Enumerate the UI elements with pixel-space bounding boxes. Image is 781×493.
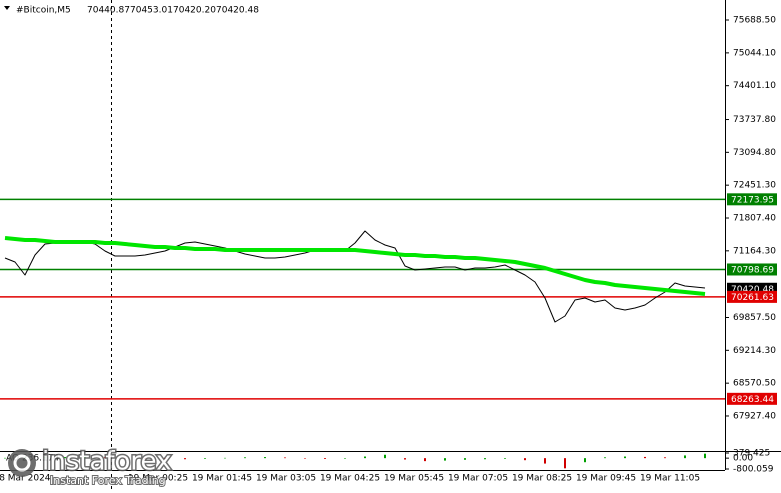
ao-bar [404,458,406,460]
level-label-box [727,392,777,405]
ao-bar [44,457,46,459]
ao-bar [304,458,306,459]
ao-bar [84,456,86,459]
ao-bar [344,458,346,459]
ao-bar [444,458,446,461]
ao-bar [124,457,126,459]
y-tick-label: 75044.10 [733,48,776,58]
ao-bar [244,457,246,459]
logo-tagline: Instant Forex Trading [50,474,166,487]
ao-bar [584,458,586,463]
y-tick-label: 72451.30 [733,181,776,191]
ao-bar [424,458,426,462]
ao-bar [224,457,226,459]
x-tick-label: 19 Mar 08:25 [512,474,572,484]
ao-bar [684,455,686,459]
plot: 75688.50 75044.10 74401.10 73737.80 73094.80… [0,16,777,484]
ao-bar [4,457,6,459]
y-tick-label: 67927.40 [733,411,776,421]
low: 70420.20 [173,6,216,16]
ao-bar [544,458,546,464]
y-tick-label: 73737.80 [733,115,776,125]
y-tick-label: 75688.50 [733,16,776,26]
ao-tick-label: 0.00 [733,454,753,464]
y-tick-label: 69214.30 [733,346,776,356]
ao-bar [564,458,566,469]
ao-bar [64,457,66,459]
level-label: 70261.63 [731,293,774,303]
current-price-label: 70420.48 [731,285,774,295]
ao-bar [264,457,266,459]
x-tick-label: 19 Mar 09:45 [576,474,636,484]
price-line [4,230,706,323]
ao-bar [164,458,166,459]
ao-tick-label: -800.059 [733,465,774,475]
level-label-box [727,290,777,303]
ao-bar [604,457,606,459]
ao-bar [384,454,386,459]
high: 70453.01 [130,6,173,16]
level-label-box [727,263,777,276]
logo-icon-ring [13,454,31,472]
ao-bar [104,457,106,459]
level-label: 70798.69 [731,265,774,275]
y-tick-label: 74401.10 [733,81,776,91]
x-tick-label: 18 Mar 2024 [0,474,51,484]
y-tick-label: 69857.50 [733,313,776,323]
ao-bar [364,456,366,459]
ao-tick-label: 379.425 [733,449,770,459]
level-label: 72173.95 [731,195,774,205]
ao-bar [204,458,206,459]
y-tick-label: 68570.50 [733,379,776,389]
ao-bar [184,458,186,460]
menu-arrow[interactable] [4,6,10,10]
ao-bar [524,458,526,461]
ao-bar [284,457,286,459]
x-tick-label: 19 Mar 05:45 [384,474,444,484]
ao-bar [704,453,706,459]
y-tick-label: 71164.30 [733,246,776,256]
x-tick-label: 19 Mar 01:45 [192,474,252,484]
open: 70440.87 [87,6,130,16]
ao-bar [664,457,666,459]
ao-bar [484,458,486,460]
y-tick-label: 73094.80 [733,148,776,158]
level-label: 68263.44 [731,395,774,405]
ao-bar [324,458,326,459]
x-tick-label: 19 Mar 00:25 [128,474,188,484]
ao-bar [504,458,506,459]
ao-bar [624,456,626,459]
close: 70420.48 [216,6,259,16]
ao-bar [644,456,646,459]
moving-average [4,236,706,296]
ao-bar [464,458,466,460]
y-tick-label: 71807.40 [733,214,776,224]
x-tick-label: 19 Mar 07:05 [448,474,508,484]
logo-name: instaforex [42,447,171,477]
x-tick-label: 19 Mar 04:25 [320,474,380,484]
x-tick-label: 19 Mar 03:05 [256,474,316,484]
symbol: #Bitcoin,M5 [16,6,71,16]
logo-icon [8,449,36,477]
logo: instaforex Instant Forex Trading [8,445,173,488]
ao-bar [144,458,146,459]
x-tick-label: 19 Mar 11:05 [640,474,700,484]
level-label-box [727,193,777,206]
